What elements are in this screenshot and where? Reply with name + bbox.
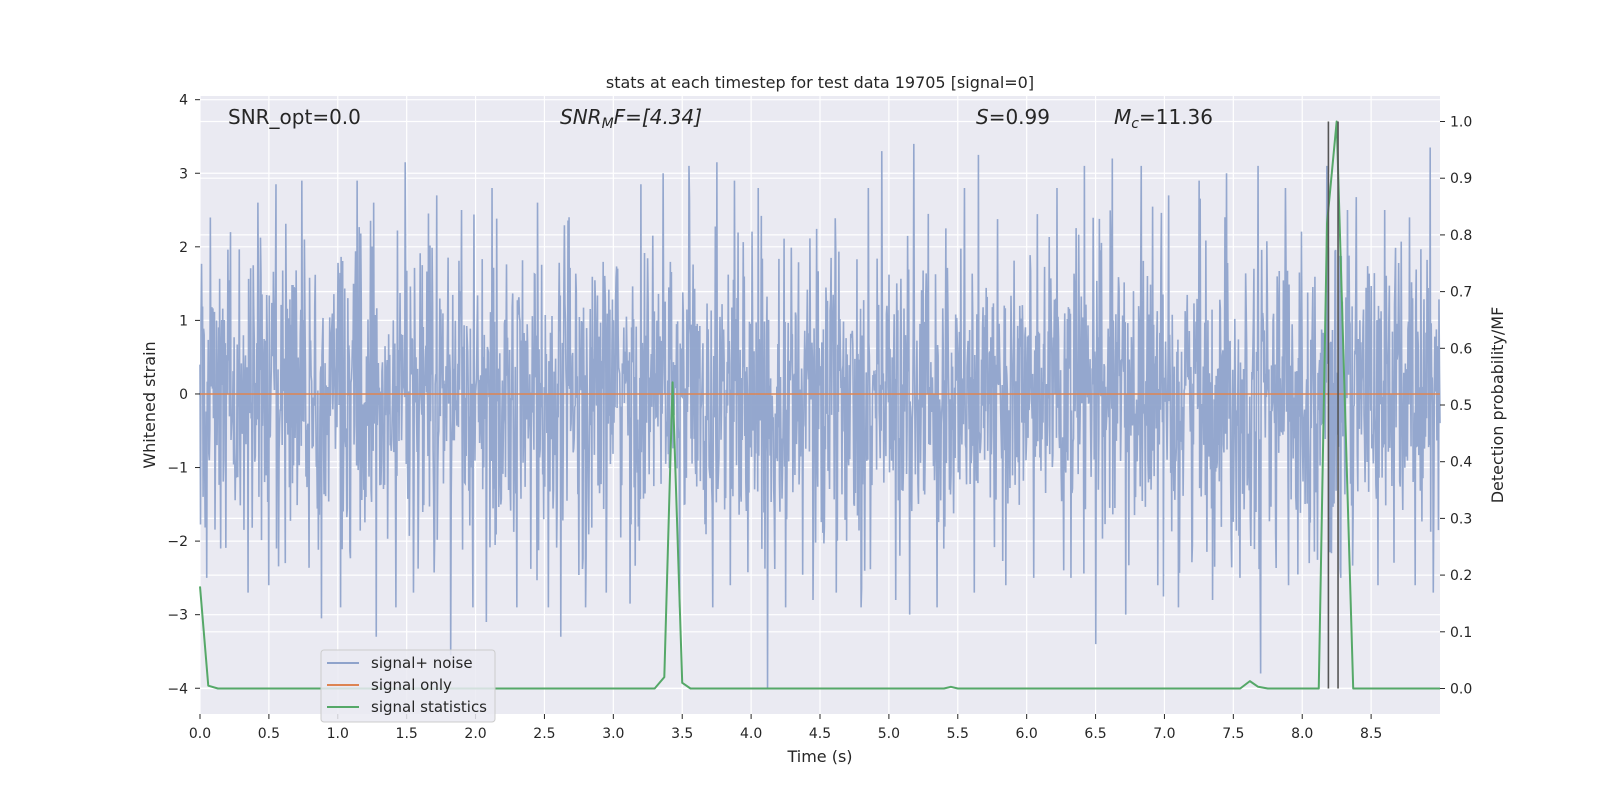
y-left-tick-label-7: 3 [179,166,188,182]
y-axis-label-left: Whitened strain [140,341,159,468]
y-right-tick-label-9: 0.9 [1450,171,1472,187]
tick-labels: 0.0 0.5 1.0 1.5 2.0 2.5 3.0 3.5 4.0 4.5 5.0 5.5 6.0 6… [167,93,1472,742]
y-right-tick-label-3: 0.3 [1450,511,1472,527]
x-tick-label-16: 8.0 [1291,726,1313,742]
x-tick-label-3: 1.5 [396,726,418,742]
y-right-tick-label-4: 0.4 [1450,455,1472,471]
x-tick-label-2: 1.0 [327,726,349,742]
vertical-markers [1327,121,1339,689]
series-line-signal-noise [199,143,1441,689]
annotation-mc: Mc=11.36 [1114,105,1213,132]
legend: signal+ noise signal only signal statist… [320,649,496,723]
x-tick-label-11: 5.5 [947,726,969,742]
x-tick-label-7: 3.5 [671,726,693,742]
x-tick-label-17: 8.5 [1360,726,1382,742]
grid [199,96,1440,714]
series-signal-noise [199,143,1441,689]
x-tick-label-5: 2.5 [533,726,555,742]
y-right-tick-label-6: 0.6 [1450,341,1472,357]
chart-title: stats at each timestep for test data 197… [606,73,1034,92]
y-left-tick-label-5: 1 [179,313,188,329]
y-axis-label-right: Detection probability/MF [1488,307,1507,504]
y-right-tick-label-1: 0.1 [1450,625,1472,641]
y-left-tick-label-8: 4 [179,93,188,109]
x-tick-label-8: 4.0 [740,726,762,742]
x-axis-label: Time (s) [786,747,852,766]
y-right-tick-label-8: 0.8 [1450,228,1472,244]
x-tick-label-6: 3.0 [602,726,624,742]
y-right-tick-label-0: 0.0 [1450,681,1472,697]
x-tick-label-9: 4.5 [809,726,831,742]
x-tick-label-0: 0.0 [189,726,211,742]
y-right-tick-label-2: 0.2 [1450,568,1472,584]
legend-label-signal-noise: signal+ noise [371,654,473,672]
x-tick-label-1: 0.5 [258,726,280,742]
y-left-tick-label-2: −2 [167,534,188,550]
y-right-tick-label-5: 0.5 [1450,398,1472,414]
x-tick-label-15: 7.5 [1222,726,1244,742]
y-left-tick-label-1: −3 [167,608,188,624]
annotation-snr-opt: SNR_opt=0.0 [228,105,361,129]
legend-label-signal-statistics: signal statistics [371,698,487,716]
legend-label-signal-only: signal only [371,676,452,694]
y-left-tick-label-0: −4 [167,681,188,697]
annotation-s: S=0.99 [976,105,1050,129]
x-tick-label-10: 5.0 [878,726,900,742]
legend-box [320,649,496,723]
x-tick-label-14: 7.0 [1153,726,1175,742]
y-left-tick-label-6: 2 [179,240,188,256]
x-tick-label-12: 6.0 [1016,726,1038,742]
x-tick-label-4: 2.0 [464,726,486,742]
y-right-tick-label-7: 0.7 [1450,285,1472,301]
y-right-tick-label-10: 1.0 [1450,115,1472,131]
annotation-snr-mf: SNRMF=[4.34] [560,105,702,132]
y-left-tick-label-3: −1 [167,461,188,477]
y-left-tick-label-4: 0 [179,387,188,403]
x-tick-label-13: 6.5 [1084,726,1106,742]
